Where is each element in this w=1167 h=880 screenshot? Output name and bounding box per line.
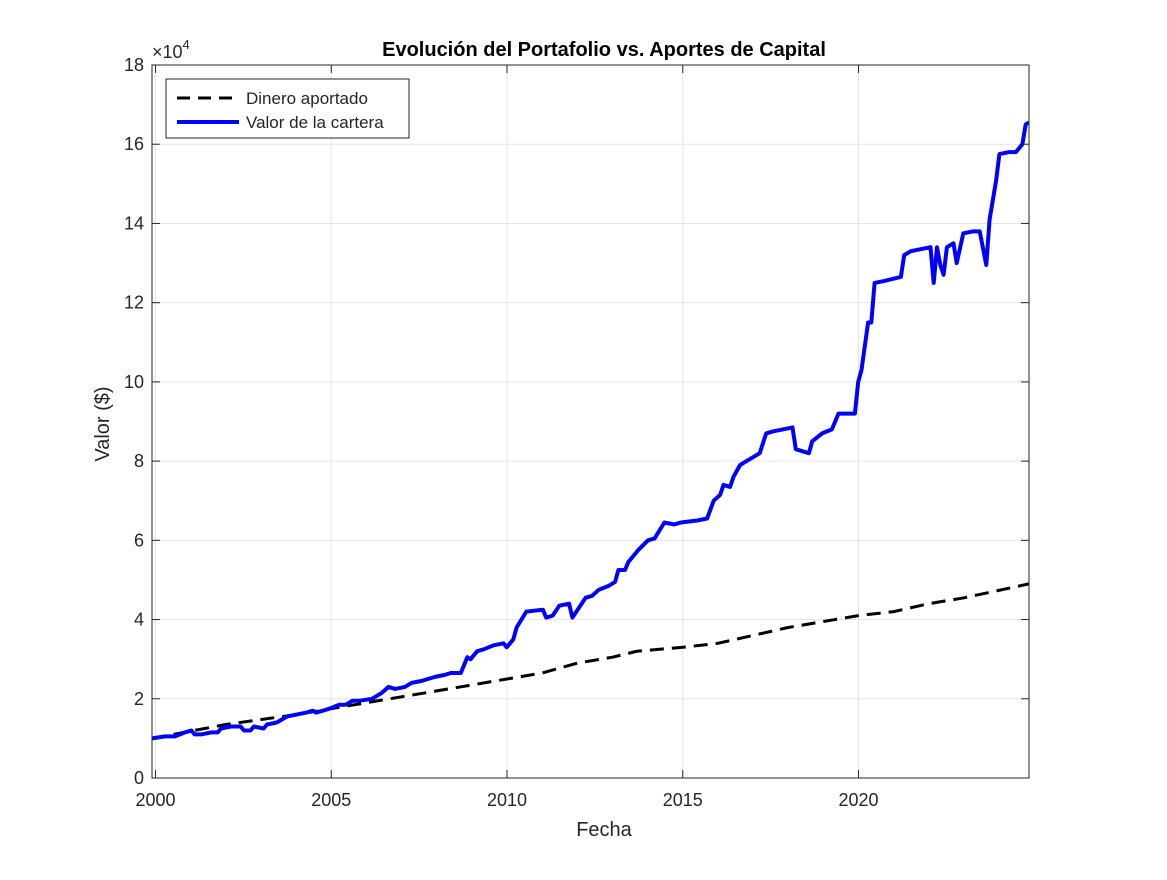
series-line-valor-cartera — [152, 120, 1029, 741]
x-tick-label: 2000 — [135, 790, 175, 810]
y-tick-label: 4 — [134, 610, 144, 630]
y-tick-label: 16 — [124, 134, 144, 154]
y-tick-label: 12 — [124, 293, 144, 313]
plot-frame — [151, 64, 1030, 779]
x-tick-label: 2020 — [838, 790, 878, 810]
chart-title: Evolución del Portafolio vs. Aportes de … — [382, 39, 826, 61]
y-tick-label: 6 — [134, 530, 144, 550]
plot-background — [152, 65, 1029, 778]
legend-label-valor-cartera: Valor de la cartera — [246, 113, 384, 132]
legend-box — [165, 78, 410, 139]
legend: Dinero aportado Valor de la cartera — [165, 78, 410, 139]
y-tick-label: 14 — [124, 213, 144, 233]
y-tick-label: 18 — [124, 55, 144, 75]
y-axis-exponent: ×104 — [152, 37, 190, 62]
y-tick-label: 8 — [134, 451, 144, 471]
ticks: 2000 2005 2010 2015 2020 0 2 4 6 8 10 12 14 16 18 — [124, 55, 1029, 810]
y-axis-exponent-base: ×10 — [152, 42, 183, 62]
y-tick-label: 10 — [124, 372, 144, 392]
x-tick-label: 2005 — [311, 790, 351, 810]
x-tick-label: 2015 — [663, 790, 703, 810]
y-axis-exponent-power: 4 — [183, 37, 190, 52]
y-tick-label: 0 — [134, 768, 144, 788]
x-axis-label: Fecha — [576, 819, 632, 841]
legend-label-dinero-aportado: Dinero aportado — [246, 89, 368, 108]
series-line-dinero-aportado — [152, 582, 1029, 740]
series-layer — [152, 120, 1029, 741]
y-tick-label: 2 — [134, 689, 144, 709]
y-axis-label: Valor ($) — [92, 386, 114, 461]
x-tick-label: 2010 — [487, 790, 527, 810]
